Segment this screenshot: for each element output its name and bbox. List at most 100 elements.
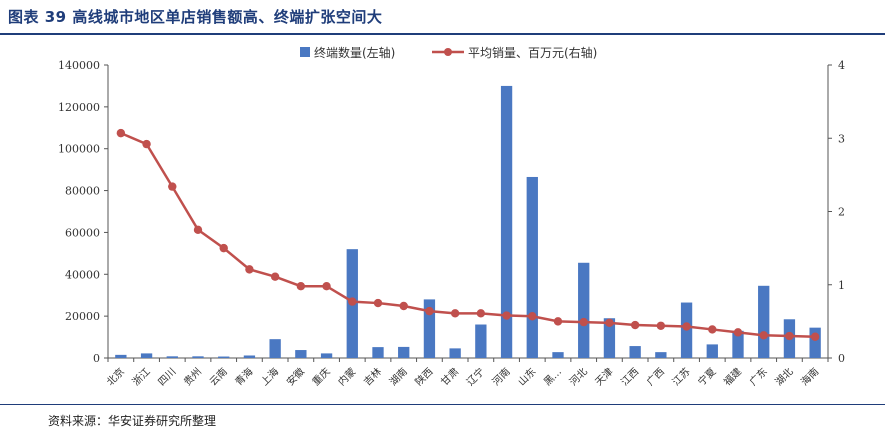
left-tick-label: 20000 [65,310,100,323]
line-point [708,325,717,334]
line-point [399,301,408,311]
bar [758,285,770,358]
category-label: 山东 [515,365,538,388]
category-label: 青海 [232,365,255,388]
footer-divider [0,404,885,405]
bar [423,299,436,358]
line-path [120,131,816,339]
category-label: 内蒙 [335,365,358,388]
category-label: 湖北 [773,366,796,389]
category-label: 陕西 [412,365,435,388]
combo-chart: 0 20000 40000 60000 80000 100000 120000 140000 0… [58,45,845,389]
category-label: 黑… [541,366,564,389]
category-label: 贵州 [181,365,204,388]
right-tick-label: 2 [838,206,845,219]
bar [552,352,564,358]
line-point [785,331,794,341]
category-label: 上海 [258,365,281,388]
category-label: 云南 [207,365,230,388]
line-point [168,182,177,191]
line-point [296,282,306,291]
bar [269,339,281,358]
bar [115,354,127,358]
left-tick-label: 80000 [65,185,100,198]
bar [320,353,333,358]
line-series [116,128,820,341]
bar [449,348,461,358]
chart-title: 图表 39 高线城市地区单店销售额高、终端扩张空间大 [8,8,383,26]
line-point [656,321,666,330]
legend-line-marker [444,48,452,56]
category-label: 甘肃 [438,365,461,388]
line-point [502,311,511,320]
bar [475,324,487,358]
legend-bar-swatch [300,47,310,57]
legend-line-label: 平均销量、百万元(右轴) [468,45,597,60]
bar [603,318,616,358]
bar [526,176,538,358]
category-label: 广东 [747,365,770,388]
line-point [348,297,357,306]
bar-series [115,85,821,358]
right-tick-label: 3 [838,132,845,145]
line-point [219,243,228,253]
category-label: 河北 [567,366,590,389]
left-tick-label: 100000 [58,143,100,156]
bar [398,346,410,358]
right-tick-label: 0 [838,352,845,365]
line-point [682,322,691,331]
bar [243,355,256,358]
line-point [193,225,203,235]
title-divider [0,33,885,35]
line-point [245,265,254,274]
bar [295,350,307,358]
line-point [630,320,640,330]
bar [218,356,230,358]
bar [372,347,384,358]
category-label: 安徽 [284,365,307,388]
bar [500,85,513,358]
category-label: 江苏 [669,365,692,388]
category-label: 河南 [489,365,512,388]
bar [140,353,153,358]
category-label: 吉林 [361,365,384,388]
line-point [733,328,743,337]
category-label: 宁夏 [695,365,718,388]
bar [809,327,821,358]
line-point [142,139,151,149]
left-tick-label: 60000 [65,226,100,239]
right-tick-label: 4 [838,59,845,72]
category-label: 天津 [593,366,616,389]
left-tick-label: 40000 [65,268,100,281]
category-label: 江西 [619,366,642,389]
line-point [270,272,280,281]
category-label: 海南 [798,365,821,388]
right-tick-label: 1 [838,279,845,292]
source-note: 资料来源：华安证券研究所整理 [48,414,217,428]
line-point [476,309,486,318]
bar [629,346,641,358]
line-point [553,317,563,326]
left-tick-label: 120000 [58,101,100,114]
category-label: 湖南 [387,365,410,388]
line-point [373,298,383,308]
bar [166,356,178,358]
left-tick-label: 140000 [58,59,100,72]
category-label: 四川 [156,366,178,388]
line-point [759,331,768,340]
category-label: 广西 [644,366,667,389]
line-point [528,312,537,321]
bar [578,262,590,358]
line-point [425,306,434,316]
line-point [810,332,820,341]
bar [192,356,204,358]
category-label: 浙江 [130,366,153,389]
bar [706,344,718,358]
chart-legend: 终端数量(左轴) 平均销量、百万元(右轴) [300,45,597,60]
line-point [450,309,460,318]
line-point [579,317,588,327]
chart-axes: 0 20000 40000 60000 80000 100000 120000 140000 0… [58,59,845,365]
category-label: 重庆 [309,365,332,388]
category-label: 福建 [721,365,744,388]
category-label: 北京 [104,365,127,388]
